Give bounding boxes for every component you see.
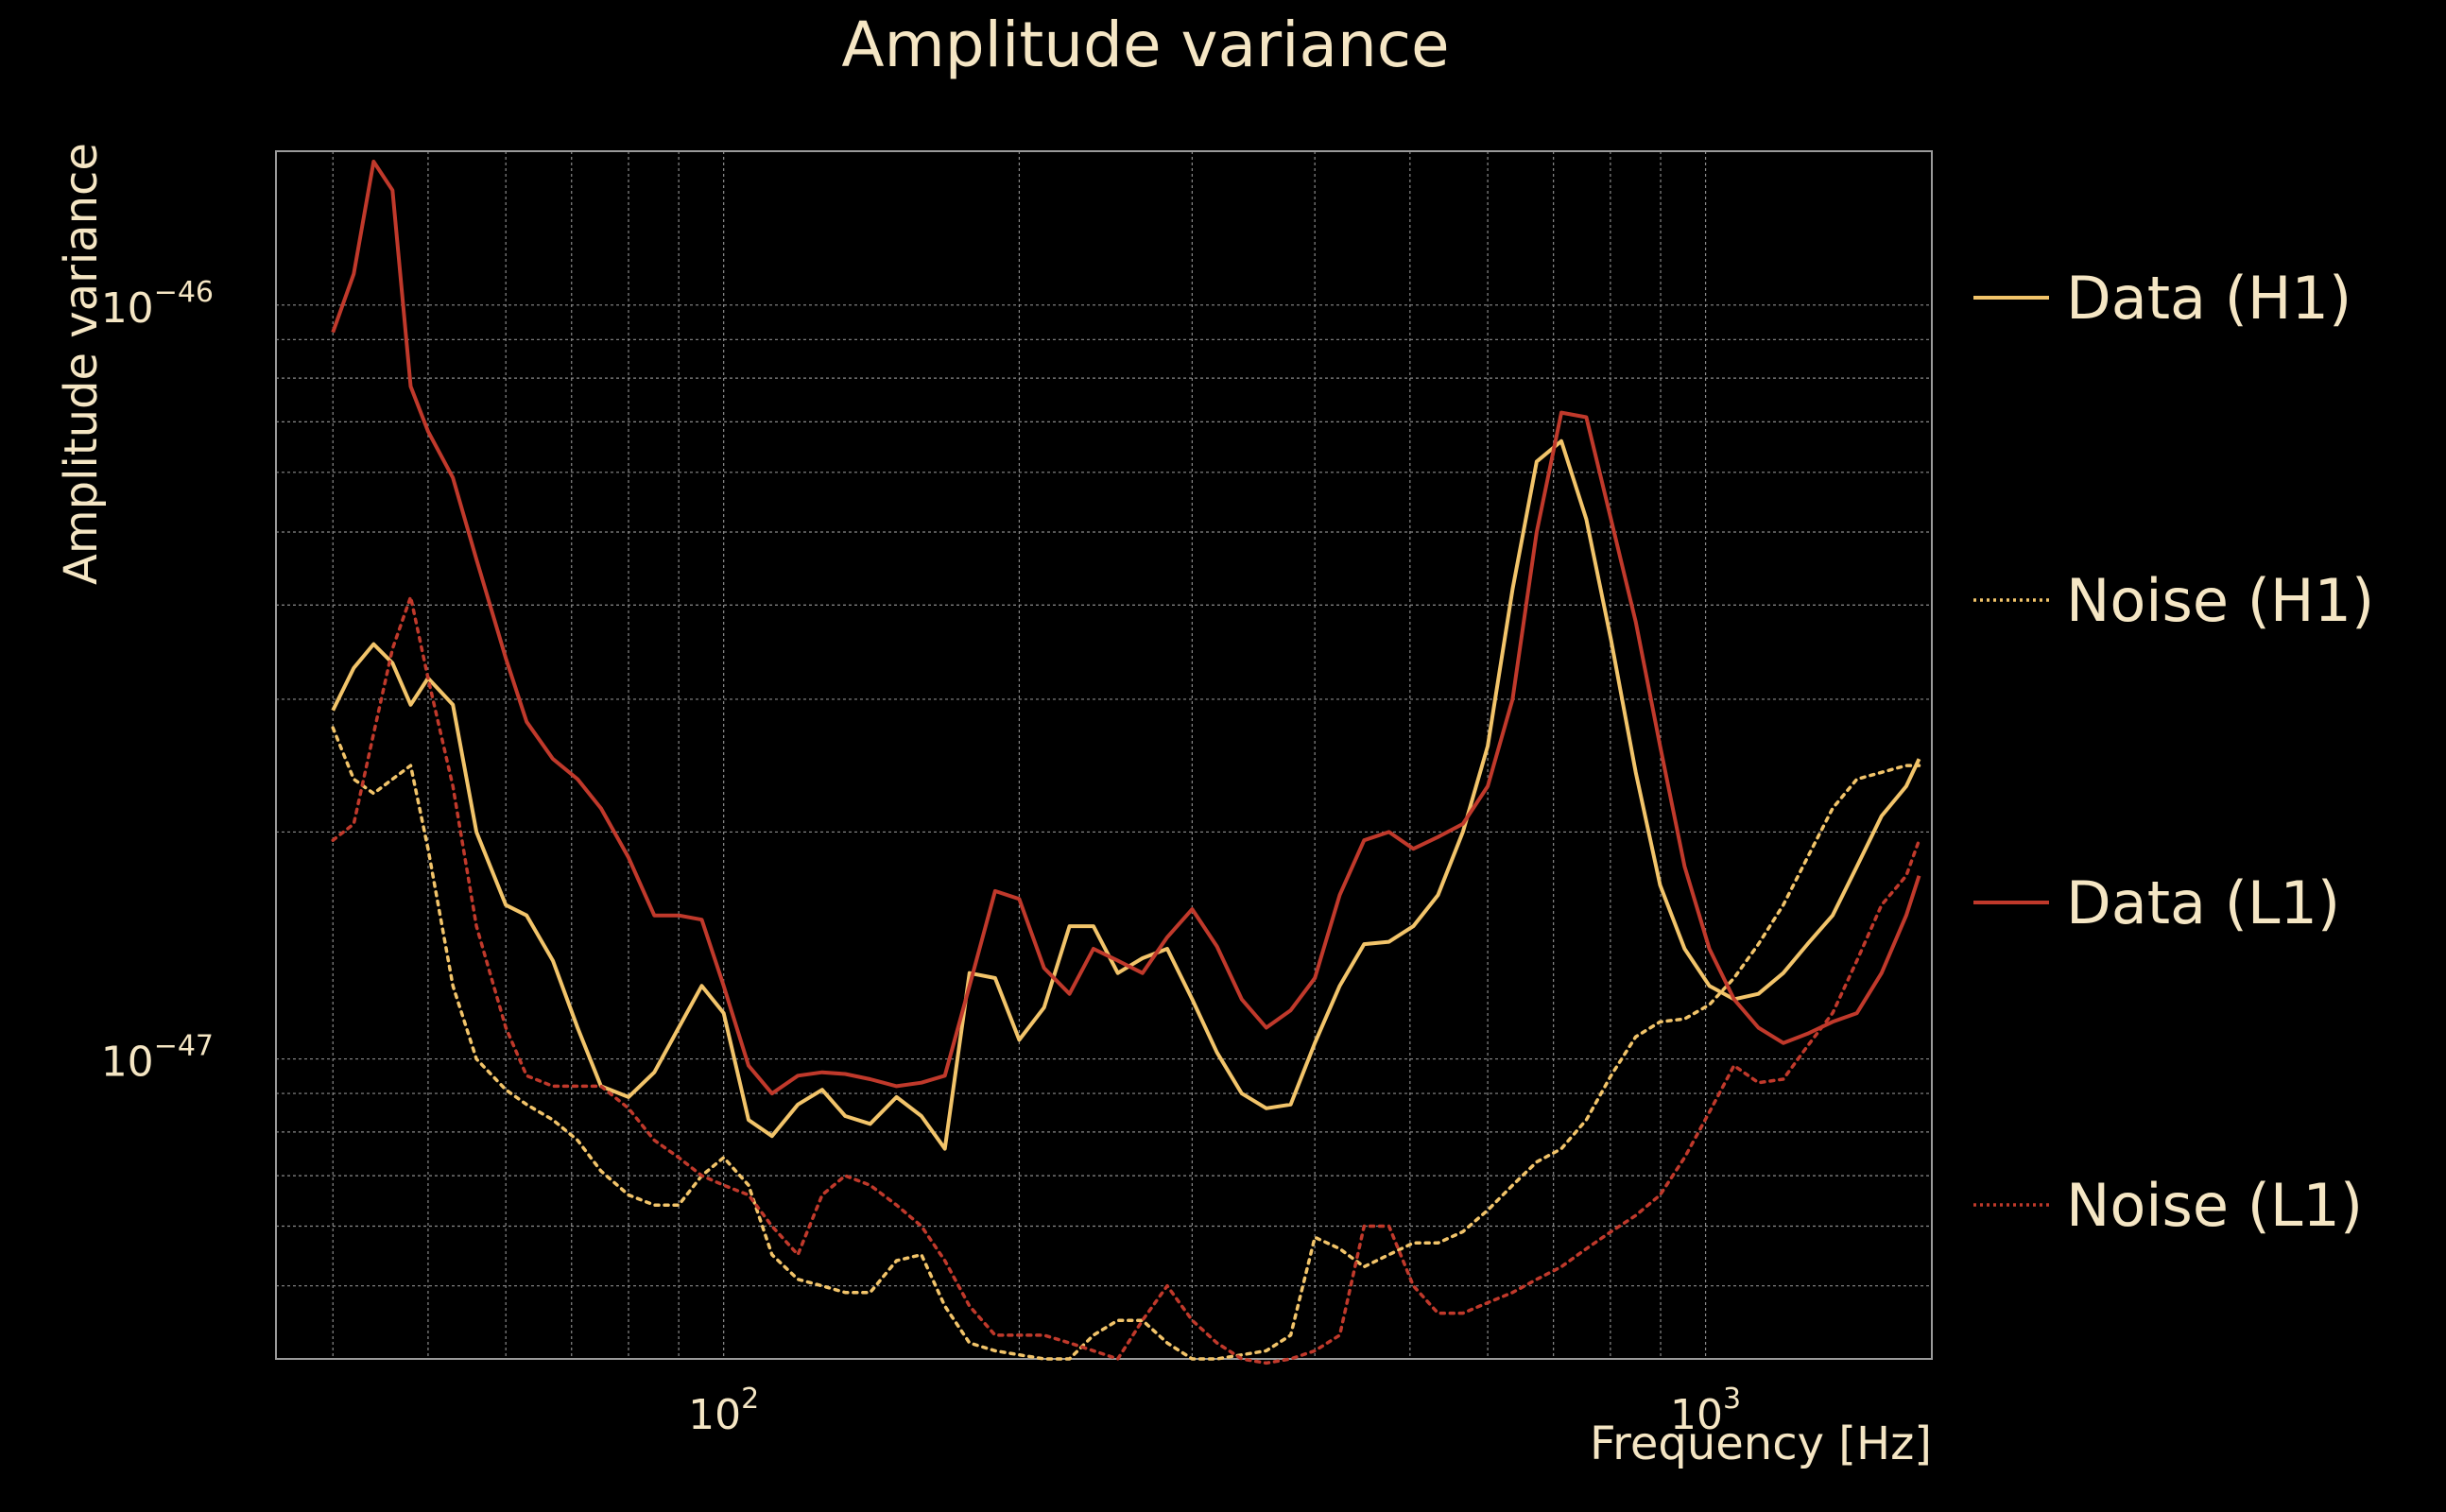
series-line-2 [331,726,1921,1361]
legend-label: Data (H1) [2066,264,2351,333]
legend-label: Data (L1) [2066,868,2340,937]
series-line-1 [331,438,1921,1151]
x-axis-label: Frequency [Hz] [1590,1418,1932,1470]
y-tick-label: 10−46 [101,276,214,333]
series-line-3 [331,160,1921,1096]
x-tick-label: 102 [688,1383,759,1439]
legend-label: Noise (H1) [2066,566,2374,635]
y-tick-label: 10−47 [101,1030,214,1087]
series-line-4 [331,594,1921,1366]
legend: Data (H1) Noise (H1) Data (L1) Noise (L1) [1973,264,2374,1240]
chart-title: Amplitude variance [841,9,1449,81]
y-axis-label: Amplitude variance [55,143,108,585]
plot-area-border [275,150,1933,1360]
legend-label: Noise (L1) [2066,1171,2363,1240]
grid-lines [276,151,1932,1360]
series-lines [331,160,1921,1366]
